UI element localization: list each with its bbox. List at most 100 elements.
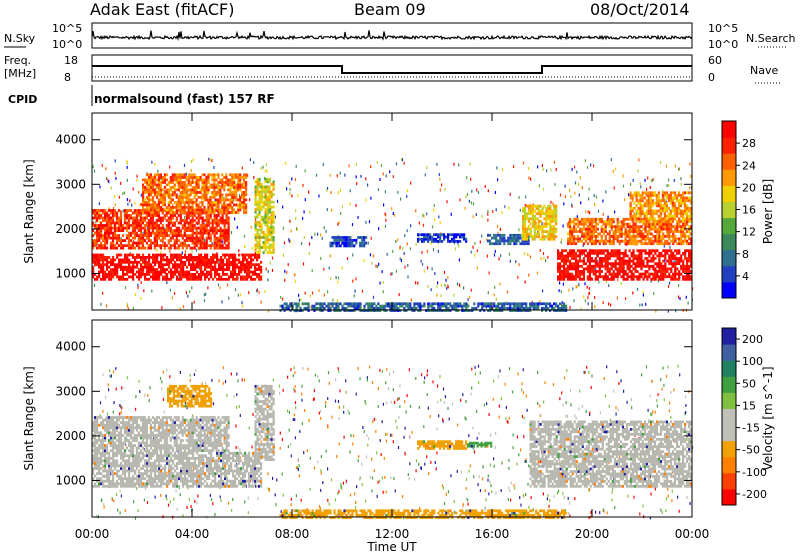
power-cell (433, 237, 436, 241)
power-cell (96, 277, 99, 281)
power-cell (630, 270, 633, 273)
power-cell (684, 275, 687, 279)
power-noise-cell (608, 302, 610, 306)
power-cell (633, 214, 636, 218)
power-cell (652, 239, 655, 243)
power-cell (115, 216, 119, 220)
power-cell (614, 232, 617, 236)
power-cell (189, 229, 192, 232)
power-noise-cell (308, 190, 310, 194)
power-cell (175, 201, 178, 204)
power-cell (191, 214, 194, 217)
power-cell (208, 260, 211, 264)
power-cell (196, 260, 199, 264)
power-noise-cell (528, 176, 530, 180)
power-noise-cell (341, 266, 343, 270)
power-cell (121, 226, 125, 230)
power-cell (243, 208, 246, 212)
power-cell (123, 226, 127, 230)
power-cell (656, 222, 659, 226)
power-cell (211, 208, 214, 212)
power-cell (523, 207, 527, 210)
power-cell (148, 268, 151, 271)
power-cell (151, 188, 155, 192)
power-cell (201, 203, 204, 207)
power-cell (684, 249, 687, 253)
power-cell (632, 239, 635, 243)
power-cell (622, 267, 625, 271)
power-cell (165, 211, 168, 214)
power-cell (570, 267, 574, 271)
power-noise-cell (187, 294, 189, 298)
power-cell (113, 226, 117, 230)
power-cell (175, 236, 178, 240)
power-cell (221, 244, 224, 247)
power-cell (144, 277, 147, 281)
power-cell (551, 212, 554, 216)
power-cell (191, 231, 194, 235)
power-cell (181, 236, 184, 240)
power-cell (659, 212, 662, 215)
power-region-6 (487, 233, 530, 246)
power-cell (525, 235, 529, 238)
power-cell (553, 209, 556, 213)
power-cell (590, 225, 593, 228)
power-cell (663, 194, 666, 197)
power-cell (258, 198, 261, 201)
power-cell (182, 268, 185, 271)
power-cell (545, 220, 548, 223)
power-cell (630, 264, 633, 268)
power-cell (419, 233, 422, 237)
power-cell (245, 193, 248, 197)
power-cell (169, 211, 172, 214)
power-cell (535, 232, 538, 236)
power-cell (229, 206, 232, 209)
power-cell (147, 198, 151, 202)
power-cell (664, 262, 667, 266)
power-cell (227, 178, 230, 182)
power-cell (153, 231, 156, 235)
power-cell (173, 246, 176, 250)
power-noise-cell (501, 168, 504, 172)
power-cell (680, 235, 683, 238)
power-cell (153, 246, 156, 250)
power-cell (165, 193, 168, 197)
power-noise-cell (578, 193, 580, 197)
power-cell (237, 176, 240, 179)
power-cell (189, 239, 192, 242)
power-cell (175, 219, 178, 222)
power-cell (656, 254, 659, 258)
power-cell (119, 214, 123, 217)
power-cell (517, 236, 520, 240)
power-cell (221, 193, 224, 197)
power-cell (195, 211, 198, 215)
power-cell (635, 220, 638, 223)
power-cell (105, 221, 109, 225)
power-cell (256, 258, 259, 262)
power-cell (141, 241, 144, 245)
power-cell (664, 222, 667, 226)
power-cell (244, 277, 247, 281)
power-cell (690, 262, 693, 266)
power-cell (254, 238, 257, 242)
power-cell (674, 272, 677, 276)
power-cell (262, 190, 265, 194)
power-cell (113, 214, 117, 217)
power-cell (135, 241, 138, 245)
power-cell (620, 262, 623, 266)
power-cell (217, 239, 220, 242)
power-noise-cell (115, 176, 117, 180)
power-cell (132, 273, 135, 276)
power-cell (635, 217, 638, 221)
power-noise-cell (576, 170, 578, 174)
power-noise-cell (140, 193, 142, 197)
power-cell (658, 230, 661, 233)
power-cell (628, 262, 631, 266)
power-cell (606, 251, 609, 255)
power-cell (155, 239, 158, 242)
power-noise-cell (678, 167, 680, 171)
power-cell (652, 225, 655, 228)
power-noise-cell (650, 179, 653, 183)
power-cell (660, 225, 663, 228)
power-cell (111, 221, 115, 225)
